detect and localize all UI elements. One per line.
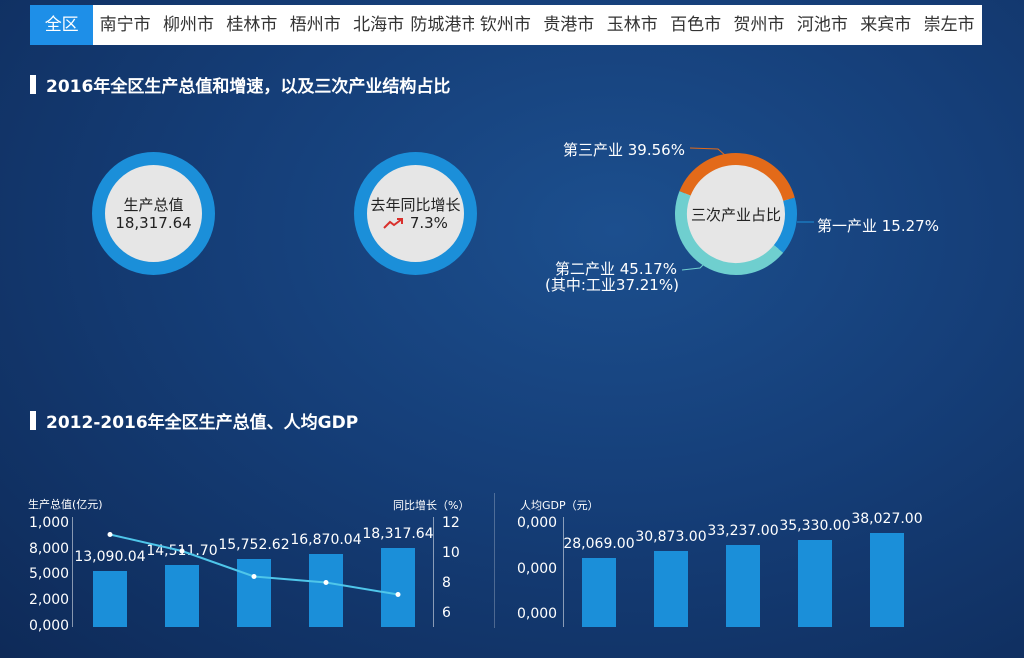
per-capita-y-axis — [563, 517, 564, 627]
per-capita-bar-label: 33,237.00 — [707, 523, 778, 539]
per-capita-bar-label: 38,027.00 — [851, 511, 922, 527]
per-capita-bar-label: 30,873.00 — [635, 529, 706, 545]
per-capita-bar[interactable] — [726, 545, 760, 627]
per-capita-y-tick: 0,000 — [517, 606, 557, 622]
per-capita-bar[interactable] — [654, 551, 688, 627]
per-capita-bar[interactable] — [798, 540, 832, 627]
per-capita-y-tick: 0,000 — [517, 561, 557, 577]
per-capita-bar[interactable] — [870, 533, 904, 627]
per-capita-y-tick: 0,000 — [517, 515, 557, 531]
per-capita-bar-label: 35,330.00 — [779, 518, 850, 534]
per-capita-bar[interactable] — [582, 558, 616, 627]
per-capita-bar-label: 28,069.00 — [563, 536, 634, 552]
